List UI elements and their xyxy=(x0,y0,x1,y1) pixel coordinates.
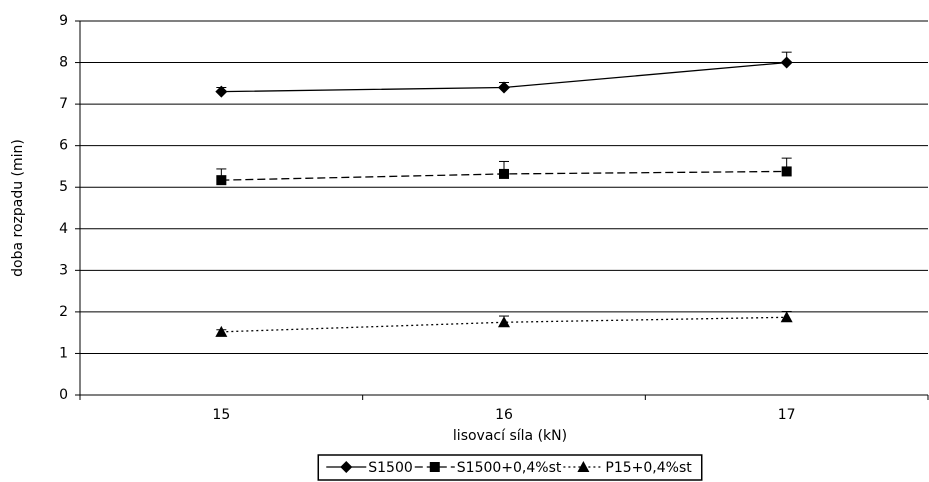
y-tick-label: 8 xyxy=(59,55,68,71)
x-tick-label: 15 xyxy=(212,407,230,423)
legend-item: S1500+0,4%st xyxy=(414,460,562,476)
y-tick-label: 6 xyxy=(59,138,68,154)
y-tick-label: 7 xyxy=(59,96,68,112)
y-tick-label: 9 xyxy=(59,13,68,29)
legend-box xyxy=(317,454,703,481)
marker xyxy=(340,461,353,473)
marker xyxy=(780,311,793,323)
legend-item: S1500 xyxy=(326,460,413,476)
series-line xyxy=(221,316,787,333)
marker xyxy=(499,168,509,179)
marker xyxy=(429,462,440,472)
legend: S1500 S1500+0,4%st P15+0,4%st xyxy=(317,454,703,481)
x-tick-label: 17 xyxy=(778,407,796,423)
marker xyxy=(215,85,228,98)
marker xyxy=(780,56,793,69)
marker xyxy=(577,461,590,472)
x-tick-label: 16 xyxy=(495,407,513,423)
legend-item: P15+0,4%st xyxy=(563,460,692,476)
marker xyxy=(498,316,510,328)
marker xyxy=(498,81,510,94)
legend-label: S1500+0,4%st xyxy=(457,460,562,476)
legend-label: S1500 xyxy=(368,460,413,476)
y-axis-label: doba rozpadu (min) xyxy=(10,139,26,277)
y-tick-label: 5 xyxy=(59,179,68,195)
x-axis-label: lisovací síla (kN) xyxy=(453,428,567,444)
y-tick-label: 4 xyxy=(59,221,68,237)
legend-label: P15+0,4%st xyxy=(605,460,692,476)
y-tick-label: 1 xyxy=(59,345,68,361)
y-tick-label: 3 xyxy=(59,262,68,278)
y-tick-label: 0 xyxy=(59,387,68,403)
marker xyxy=(781,166,792,177)
y-tick-label: 2 xyxy=(59,304,68,320)
marker xyxy=(215,325,228,337)
marker xyxy=(216,175,227,186)
